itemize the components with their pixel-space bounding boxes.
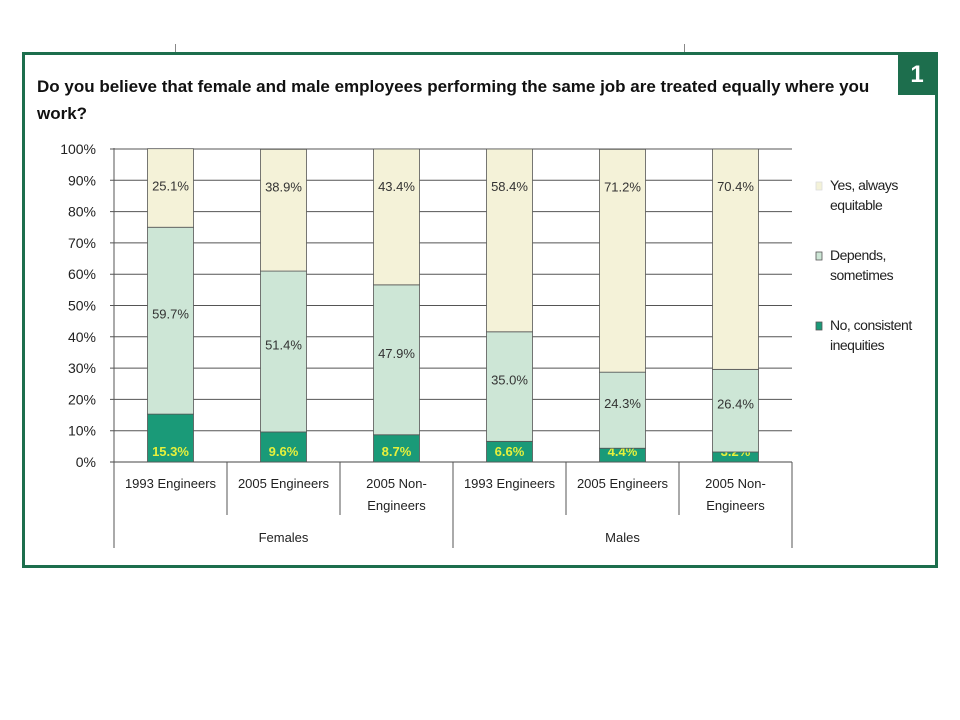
- crop-tick: [175, 44, 176, 52]
- bar-segment: [486, 331, 533, 442]
- y-tick-label: 10%: [68, 423, 96, 439]
- y-tick-label: 0%: [76, 454, 96, 470]
- bar-segment: [712, 368, 759, 453]
- data-label: 26.4%: [717, 397, 754, 412]
- data-label: 43.4%: [378, 179, 415, 194]
- legend-label: sometimes: [830, 267, 894, 283]
- data-label: 47.9%: [378, 346, 415, 361]
- data-label: 71.2%: [604, 179, 641, 194]
- category-label: 1993 Engineers: [125, 476, 217, 491]
- bar-segment: [147, 148, 194, 228]
- y-tick-label: 70%: [68, 235, 96, 251]
- category-label: Engineers: [706, 498, 765, 513]
- data-label: 9.6%: [269, 444, 299, 459]
- bar-segment: [373, 284, 420, 436]
- legend-label: No, consistent: [830, 317, 912, 333]
- data-label: 15.3%: [152, 444, 189, 459]
- chart-frame: [22, 52, 938, 568]
- data-label: 58.4%: [491, 179, 528, 194]
- bar-segment: [147, 413, 194, 463]
- y-tick-label: 80%: [68, 204, 96, 220]
- data-label: 51.4%: [265, 338, 302, 353]
- y-tick-label: 20%: [68, 391, 96, 407]
- data-label: 8.7%: [382, 444, 412, 459]
- bar-segment: [260, 270, 307, 433]
- data-label: 59.7%: [152, 307, 189, 322]
- y-tick-label: 90%: [68, 172, 96, 188]
- category-label: 2005 Non-: [705, 476, 766, 491]
- crop-tick: [684, 44, 685, 52]
- legend-swatch: [815, 181, 823, 191]
- bar-segment: [599, 371, 646, 449]
- legend-swatch: [815, 251, 823, 261]
- y-tick-label: 60%: [68, 266, 96, 282]
- legend-label: equitable: [830, 197, 883, 213]
- data-label: 38.9%: [265, 179, 302, 194]
- y-tick-label: 30%: [68, 360, 96, 376]
- figure-number-badge: 1: [898, 55, 936, 95]
- category-label: Engineers: [367, 498, 426, 513]
- y-tick-label: 100%: [60, 141, 96, 157]
- chart-title: Do you believe that female and male empl…: [37, 77, 870, 123]
- category-label: 2005 Engineers: [577, 476, 669, 491]
- legend-label: Yes, always: [830, 177, 898, 193]
- category-label: 1993 Engineers: [464, 476, 556, 491]
- group-label: Males: [605, 530, 640, 545]
- data-label: 6.6%: [495, 444, 525, 459]
- legend-label: Depends,: [830, 247, 886, 263]
- bar-segment: [599, 148, 646, 373]
- y-tick-label: 50%: [68, 298, 96, 314]
- data-label: 35.0%: [491, 373, 528, 388]
- category-label: 2005 Engineers: [238, 476, 330, 491]
- category-label: 2005 Non-: [366, 476, 427, 491]
- data-label: 25.1%: [152, 179, 189, 194]
- bar-segment: [373, 434, 420, 463]
- bar-segment: [712, 148, 759, 370]
- data-label: 24.3%: [604, 396, 641, 411]
- data-label: 70.4%: [717, 179, 754, 194]
- bar-segment: [260, 148, 307, 272]
- bar-segment: [147, 226, 194, 415]
- bar-segment: [373, 148, 420, 286]
- legend-swatch: [815, 321, 823, 331]
- bar-segment: [486, 148, 533, 333]
- legend-label: inequities: [830, 337, 885, 353]
- y-tick-label: 40%: [68, 329, 96, 345]
- group-label: Females: [259, 530, 309, 545]
